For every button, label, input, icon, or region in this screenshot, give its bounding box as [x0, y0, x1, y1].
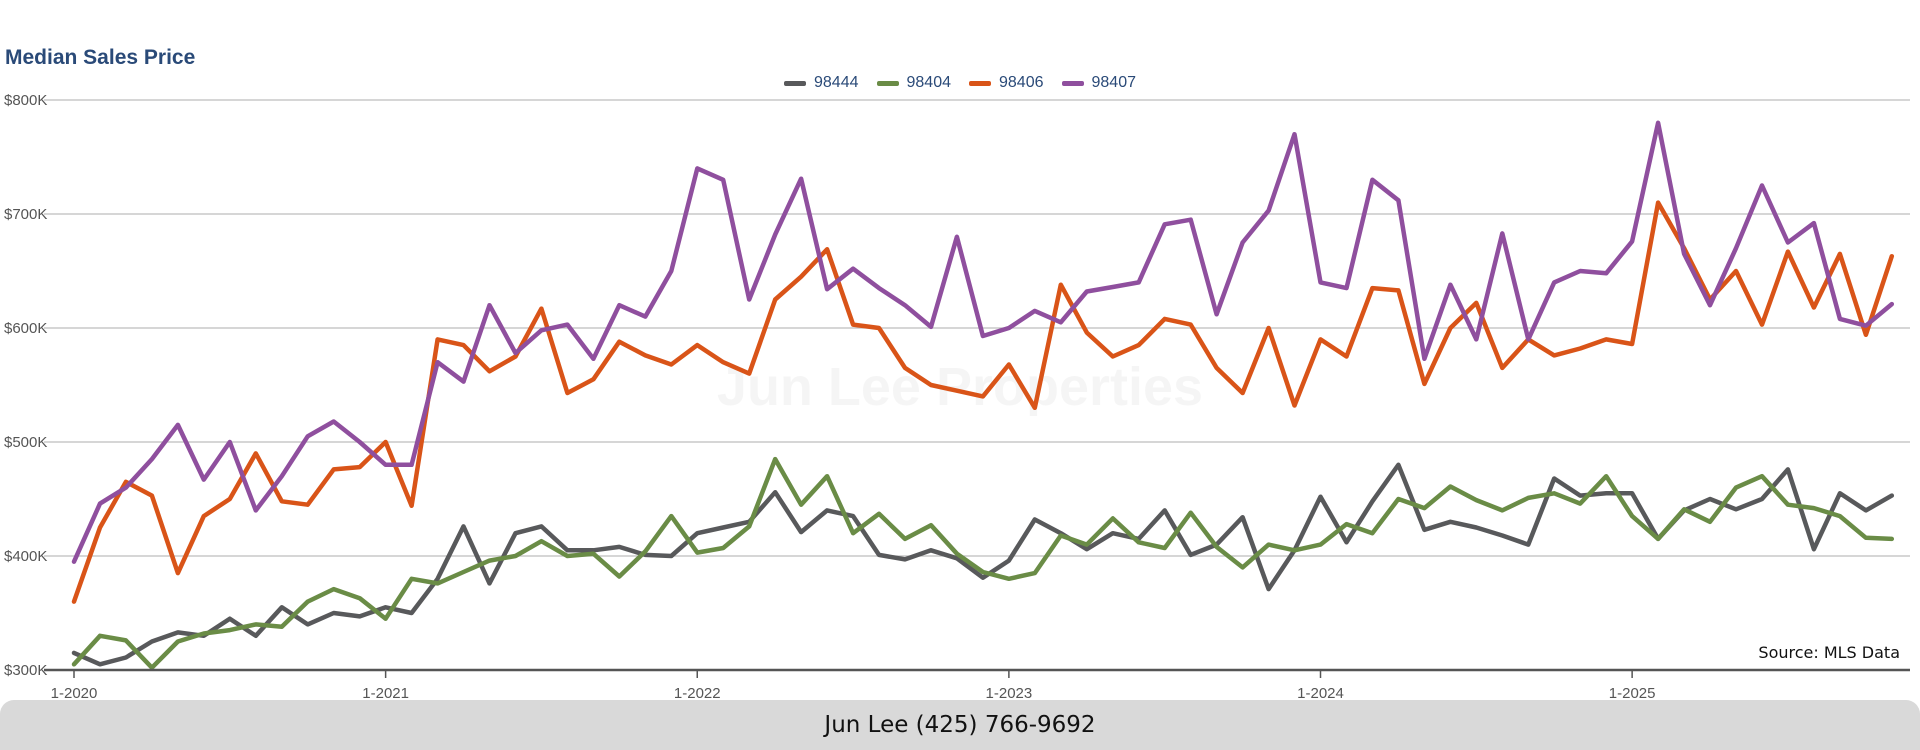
y-tick-label: $700K [4, 206, 47, 223]
legend-label: 98406 [999, 74, 1044, 91]
line-chart: $300K $400K $500K $600K $700K $800K Jun Lee P… [4, 92, 1910, 700]
chart-legend: 98444 98404 98406 98407 [0, 74, 1920, 92]
legend-swatch [969, 80, 991, 86]
y-tick-label: $400K [4, 548, 47, 565]
legend-label: 98407 [1091, 74, 1137, 91]
series-line-98406[interactable] [71, 200, 1895, 604]
legend-item-98404[interactable]: 98404 [876, 74, 952, 92]
legend-swatch [1061, 80, 1084, 86]
y-tick-label: $600K [4, 320, 47, 337]
footer-contact: Jun Lee (425) 766-9692 [824, 712, 1096, 738]
watermark: Jun Lee Properties [717, 357, 1203, 417]
legend-item-98406[interactable]: 98406 [969, 74, 1044, 92]
series-lines [71, 120, 1895, 670]
y-gridlines [44, 99, 1910, 557]
y-tick-label: $500K [4, 434, 47, 451]
chart-title: Median Sales Price [5, 46, 196, 69]
x-tick-label: 1-2024 [1297, 685, 1344, 700]
x-tick-label: 1-2021 [362, 685, 409, 700]
series-line-98404[interactable] [71, 456, 1895, 670]
y-axis-labels: $300K $400K $500K $600K $700K $800K [4, 92, 47, 679]
legend-item-98407[interactable]: 98407 [1061, 74, 1137, 92]
series-line-98407[interactable] [71, 120, 1895, 564]
legend-swatch [876, 80, 899, 86]
x-axis: 1-2020 1-2021 1-2022 1-2023 1-2024 1-2025 [44, 668, 1910, 700]
y-tick-label: $300K [4, 662, 47, 679]
legend-item-98444[interactable]: 98444 [784, 74, 859, 92]
source-note: Source: MLS Data [1758, 643, 1900, 662]
footer-bar: Jun Lee (425) 766-9692 [0, 700, 1920, 750]
legend-label: 98444 [814, 74, 859, 91]
x-tick-label: 1-2025 [1609, 685, 1656, 700]
x-tick-label: 1-2022 [674, 685, 721, 700]
x-tick-label: 1-2023 [986, 685, 1033, 700]
legend-label: 98404 [906, 74, 952, 91]
x-tick-label: 1-2020 [51, 685, 98, 700]
legend-swatch [784, 80, 806, 86]
y-tick-label: $800K [4, 92, 47, 109]
